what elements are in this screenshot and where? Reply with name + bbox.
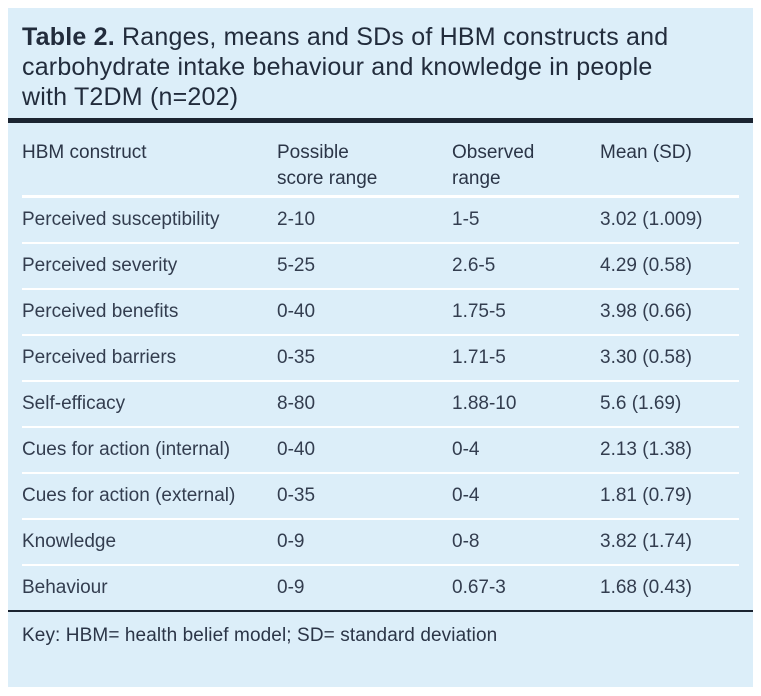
table-row: Cues for action (internal) 0-40 0-4 2.13 (1… [22, 426, 739, 472]
table-cell: Perceived benefits [22, 301, 179, 322]
table-cell: 2.13 (1.38) [600, 439, 692, 460]
table-cell: Cues for action (internal) [22, 439, 231, 460]
table-title: Table 2. Ranges, means and SDs of HBM co… [8, 8, 753, 112]
table-row: Self-efficacy 8-80 1.88-10 5.6 (1.69) [22, 380, 739, 426]
table-cell: 3.02 (1.009) [600, 209, 703, 230]
table-cell: Self-efficacy [22, 393, 126, 414]
table-cell: Perceived susceptibility [22, 209, 220, 230]
column-header-possible-score-range: Possible score range [277, 142, 378, 189]
table-panel: Table 2. Ranges, means and SDs of HBM co… [8, 8, 753, 687]
table-number: Table 2. [22, 23, 115, 51]
table-cell: 0-40 [277, 301, 316, 322]
table-cell: 5-25 [277, 255, 316, 276]
table-cell: 5.6 (1.69) [600, 393, 682, 414]
table-header-row: HBM construct Possible score range Obser… [22, 123, 739, 198]
table-cell: 2-10 [277, 209, 316, 230]
data-table: HBM construct Possible score range Obser… [22, 123, 739, 610]
table-cell: Cues for action (external) [22, 485, 236, 506]
column-header-mean-sd: Mean (SD) [600, 142, 692, 163]
table-cell: 0-4 [452, 439, 480, 460]
table-cell: Behaviour [22, 577, 108, 598]
table-cell: 0.67-3 [452, 577, 506, 598]
table-key-footnote: Key: HBM= health belief model; SD= stand… [22, 625, 498, 646]
table-cell: Knowledge [22, 531, 117, 552]
table-cell: 0-35 [277, 347, 316, 368]
table-title-line3: with T2DM (n=202) [22, 83, 239, 111]
table-row: Cues for action (external) 0-35 0-4 1.81 (0… [22, 472, 739, 518]
table-row: Perceived barriers 0-35 1.71-5 3.30 (0.58) [22, 334, 739, 380]
table-cell: 3.82 (1.74) [600, 531, 692, 552]
table-title-line1: Table 2. Ranges, means and SDs of HBM co… [22, 22, 739, 52]
table-row: Perceived susceptibility 2-10 1-5 3.02 (1.0… [22, 198, 739, 242]
table-cell: Perceived barriers [22, 347, 177, 368]
table-cell: 1-5 [452, 209, 480, 230]
table-cell: 1.88-10 [452, 393, 517, 414]
table-title-text: Ranges, means and SDs of HBM constructs … [122, 23, 669, 51]
table-cell: 1.71-5 [452, 347, 506, 368]
table-cell: 1.75-5 [452, 301, 506, 322]
column-header-observed-range: Observed range [452, 142, 535, 189]
table-row: Behaviour 0-9 0.67-3 1.68 (0.43) [22, 564, 739, 610]
table-row: Perceived severity 5-25 2.6-5 4.29 (0.58) [22, 242, 739, 288]
table-cell: 0-9 [277, 577, 305, 598]
table-cell: 1.81 (0.79) [600, 485, 692, 506]
table-cell: 0-9 [277, 531, 305, 552]
table-cell: 4.29 (0.58) [600, 255, 692, 276]
column-header-hbm-construct: HBM construct [22, 142, 147, 163]
table-cell: 0-8 [452, 531, 480, 552]
table-cell: 3.30 (0.58) [600, 347, 692, 368]
table-row: Perceived benefits 0-40 1.75-5 3.98 (0.66) [22, 288, 739, 334]
footnote-divider-rule [8, 610, 753, 612]
table-cell: 8-80 [277, 393, 316, 414]
table-cell: Perceived severity [22, 255, 178, 276]
table-row: Knowledge 0-9 0-8 3.82 (1.74) [22, 518, 739, 564]
table-cell: 1.68 (0.43) [600, 577, 692, 598]
table-cell: 0-4 [452, 485, 480, 506]
title-divider-rule [8, 118, 753, 123]
table-cell: 0-35 [277, 485, 316, 506]
table-body: Perceived susceptibility 2-10 1-5 3.02 (1.0… [22, 198, 739, 610]
table-cell: 0-40 [277, 439, 316, 460]
table-title-line2: carbohydrate intake behaviour and knowle… [22, 53, 653, 81]
table-cell: 2.6-5 [452, 255, 496, 276]
table-cell: 3.98 (0.66) [600, 301, 692, 322]
